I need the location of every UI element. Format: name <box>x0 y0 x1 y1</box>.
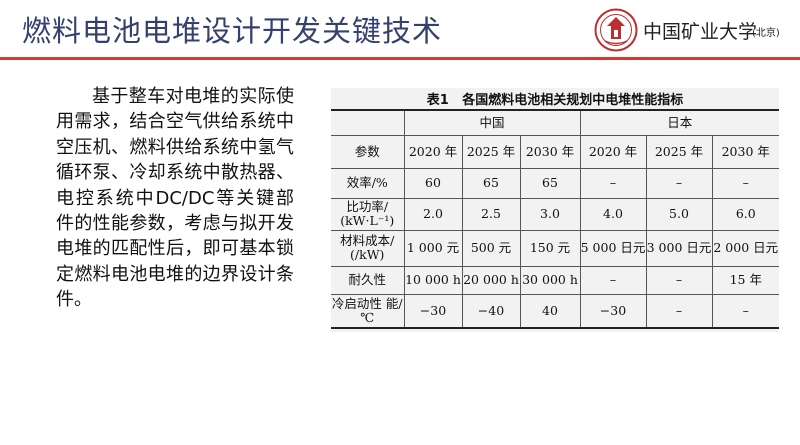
year-header-row: 参数 2020 年 2025 年 2030 年 2020 年 2025 年 20… <box>331 134 780 169</box>
table-figure: 表1 各国燃料电池相关规划中电堆性能指标 中国 日本 参数 2020 年 202… <box>331 88 780 332</box>
param-header: 参数 <box>331 134 405 169</box>
table-cell: 150 元 <box>519 229 581 267</box>
table-row: 比功率/ (kW·L⁻¹) 2.0 2.5 3.0 4.0 5.0 6.0 <box>331 197 780 231</box>
year-cell: 2020 年 <box>403 134 463 169</box>
table-cell: – <box>645 167 713 199</box>
year-cell: 2020 年 <box>579 134 647 169</box>
title-divider <box>0 57 800 60</box>
university-campus: (北京) <box>752 28 780 39</box>
table-cell: 2.5 <box>461 197 521 231</box>
year-cell: 2025 年 <box>461 134 521 169</box>
table-cell: – <box>711 293 780 329</box>
table-cell: 5.0 <box>645 197 713 231</box>
table-cell: – <box>579 265 647 295</box>
table-cell: −30 <box>579 293 647 329</box>
table-cell: 20 000 h <box>461 265 521 295</box>
university-emblem-icon <box>594 8 638 52</box>
row-label: 材料成本/ (/kW) <box>331 229 405 267</box>
table-cell: 10 000 h <box>403 265 463 295</box>
table-caption: 表1 各国燃料电池相关规划中电堆性能指标 <box>426 93 684 108</box>
table-cell: −40 <box>461 293 521 329</box>
performance-table: 中国 日本 参数 2020 年 2025 年 2030 年 2020 年 202… <box>331 109 780 329</box>
country-header-japan: 日本 <box>579 109 780 136</box>
slide-title: 燃料电池电堆设计开发关键技术 <box>22 14 443 48</box>
table-row: 效率/% 60 65 65 – – – <box>331 167 780 199</box>
table-cell: 1 000 元 <box>403 229 463 267</box>
table-cell: 40 <box>519 293 581 329</box>
table-cell: 60 <box>403 167 463 199</box>
year-cell: 2030 年 <box>519 134 581 169</box>
table-cell: 3.0 <box>519 197 581 231</box>
university-logo: 中国矿业大学 (北京) <box>594 6 800 54</box>
row-label: 比功率/ (kW·L⁻¹) <box>331 197 405 231</box>
row-label: 冷启动性 能/℃ <box>331 293 405 329</box>
table-cell: – <box>645 265 713 295</box>
country-header-row: 中国 日本 <box>331 109 780 136</box>
table-cell: 5 000 日元 <box>579 229 647 267</box>
university-name: 中国矿业大学 <box>643 21 758 43</box>
table-cell: 65 <box>519 167 581 199</box>
row-label: 耐久性 <box>331 265 405 295</box>
row-label: 效率/% <box>331 167 405 199</box>
country-header-china: 中国 <box>403 109 581 136</box>
year-cell: 2025 年 <box>645 134 713 169</box>
table-cell: 2.0 <box>403 197 463 231</box>
table-row: 耐久性 10 000 h 20 000 h 30 000 h – – 15 年 <box>331 265 780 295</box>
year-cell: 2030 年 <box>711 134 780 169</box>
table-cell: −30 <box>403 293 463 329</box>
table-cell: 500 元 <box>461 229 521 267</box>
table-cell: 2 000 日元 <box>711 229 780 267</box>
header-empty-cell <box>331 109 405 136</box>
table-cell: 3 000 日元 <box>645 229 713 267</box>
body-paragraph: 基于整车对电堆的实际使用需求，结合空气供给系统中空压机、燃料供给系统中氢气循环泵… <box>56 86 294 311</box>
table-cell: – <box>645 293 713 329</box>
table-cell: 6.0 <box>711 197 780 231</box>
table-cell: 30 000 h <box>519 265 581 295</box>
table-cell: 15 年 <box>711 265 780 295</box>
table-row: 材料成本/ (/kW) 1 000 元 500 元 150 元 5 000 日元… <box>331 229 780 267</box>
table-cell: – <box>579 167 647 199</box>
table-row: 冷启动性 能/℃ −30 −40 40 −30 – – <box>331 293 780 329</box>
table-cell: 4.0 <box>579 197 647 231</box>
table-cell: 65 <box>461 167 521 199</box>
table-cell: – <box>711 167 780 199</box>
